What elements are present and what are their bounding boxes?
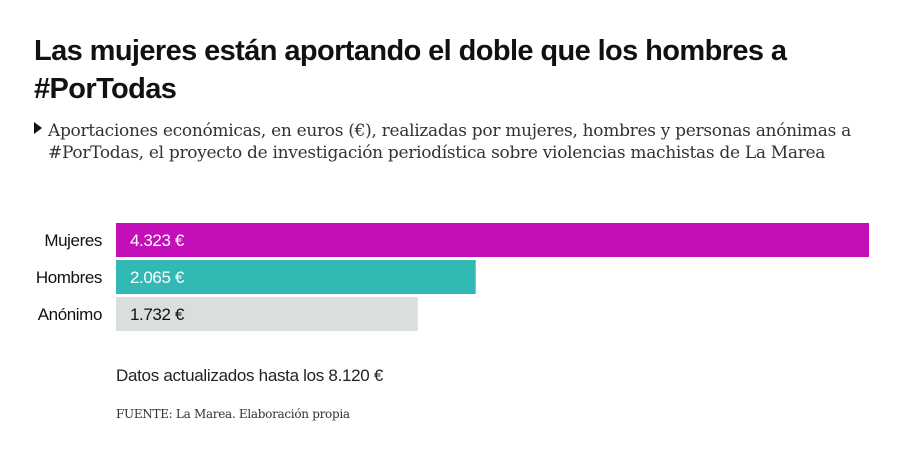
chart-subtitle: Aportaciones económicas, en euros (€), r… xyxy=(48,121,851,163)
bar-anónimo xyxy=(116,297,418,331)
value-label: 1.732 € xyxy=(130,305,185,324)
bar-chart: Mujeres 4.323 € Hombres 2.065 € Anónimo 1.732… xyxy=(36,223,869,331)
bar-mujeres xyxy=(116,223,869,257)
triangle-bullet-icon xyxy=(34,122,42,134)
update-note: Datos actualizados hasta los 8.120 € xyxy=(116,366,384,385)
value-label: 4.323 € xyxy=(130,231,185,250)
source-credit: FUENTE: La Marea. Elaboración propia xyxy=(116,407,350,421)
value-label: 2.065 € xyxy=(130,268,185,287)
bar-hombres xyxy=(116,260,476,294)
subtitle-block: Aportaciones económicas, en euros (€), r… xyxy=(34,120,864,164)
category-label: Hombres xyxy=(36,268,102,287)
category-label: Anónimo xyxy=(38,305,102,324)
category-label: Mujeres xyxy=(44,231,102,250)
chart-title: Las mujeres están aportando el doble que… xyxy=(34,35,787,105)
